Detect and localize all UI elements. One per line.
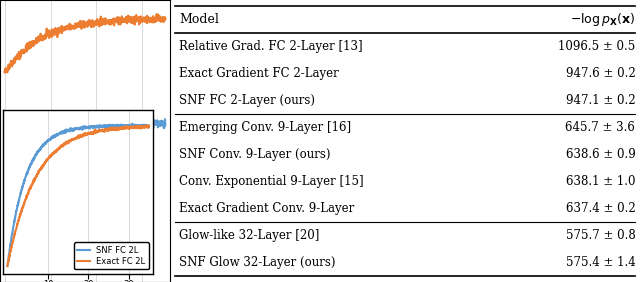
Text: 637.4 ± 0.2: 637.4 ± 0.2	[566, 202, 636, 215]
Text: 1096.5 ± 0.5: 1096.5 ± 0.5	[558, 40, 636, 53]
Text: Conv. Exponential 9-Layer [15]: Conv. Exponential 9-Layer [15]	[179, 175, 364, 188]
Text: 947.1 ± 0.2: 947.1 ± 0.2	[566, 94, 636, 107]
Text: 575.4 ± 1.4: 575.4 ± 1.4	[566, 256, 636, 269]
Text: $-\log p_{\mathbf{X}}(\mathbf{x})$: $-\log p_{\mathbf{X}}(\mathbf{x})$	[570, 11, 636, 28]
Text: Emerging Conv. 9-Layer [16]: Emerging Conv. 9-Layer [16]	[179, 121, 351, 134]
Text: 645.7 ± 3.6: 645.7 ± 3.6	[565, 121, 636, 134]
Text: 947.6 ± 0.2: 947.6 ± 0.2	[566, 67, 636, 80]
Text: SNF FC 2-Layer (ours): SNF FC 2-Layer (ours)	[179, 94, 316, 107]
Text: SNF Glow 32-Layer (ours): SNF Glow 32-Layer (ours)	[179, 256, 336, 269]
Text: Exact Gradient FC 2-Layer: Exact Gradient FC 2-Layer	[179, 67, 339, 80]
Text: Relative Grad. FC 2-Layer [13]: Relative Grad. FC 2-Layer [13]	[179, 40, 363, 53]
Text: Exact Gradient Conv. 9-Layer: Exact Gradient Conv. 9-Layer	[179, 202, 355, 215]
Text: Glow-like 32-Layer [20]: Glow-like 32-Layer [20]	[179, 229, 320, 242]
Text: Model: Model	[179, 13, 220, 26]
Text: SNF Conv. 9-Layer (ours): SNF Conv. 9-Layer (ours)	[179, 148, 331, 161]
Text: 575.7 ± 0.8: 575.7 ± 0.8	[566, 229, 636, 242]
Text: 638.6 ± 0.9: 638.6 ± 0.9	[566, 148, 636, 161]
Text: 638.1 ± 1.0: 638.1 ± 1.0	[566, 175, 636, 188]
